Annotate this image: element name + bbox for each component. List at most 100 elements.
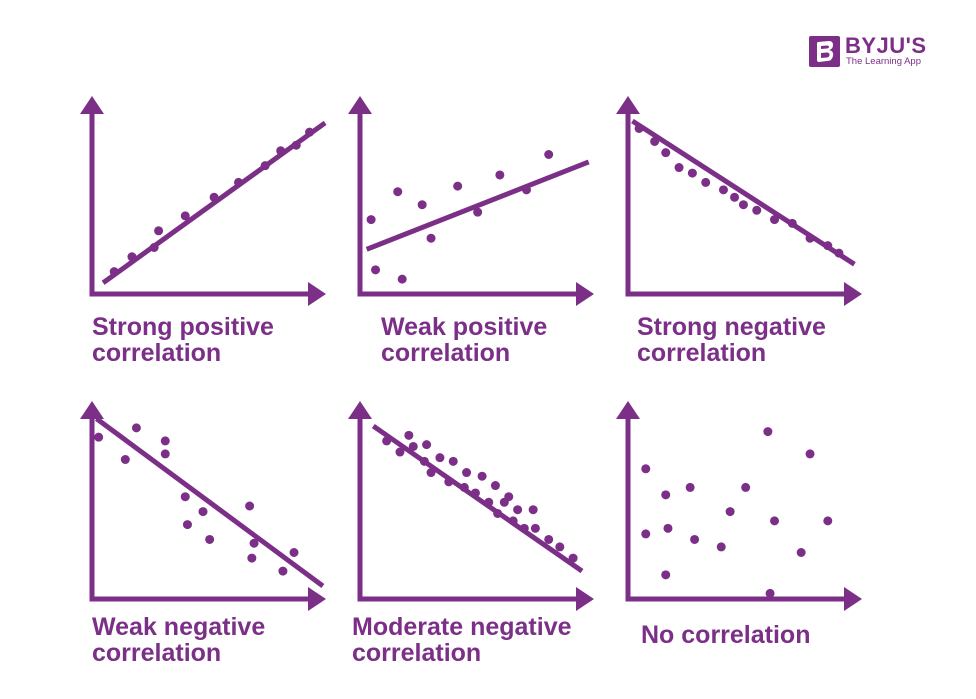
data-point [490, 481, 500, 491]
data-point [234, 177, 244, 187]
data-point [738, 200, 748, 210]
data-point [435, 453, 445, 463]
data-point [291, 140, 301, 150]
data-point [408, 441, 418, 451]
data-point [382, 436, 392, 446]
data-point [393, 187, 403, 197]
data-point [473, 207, 483, 217]
brand-name: BYJU'S [845, 33, 927, 58]
data-point [278, 566, 288, 576]
data-point [730, 192, 740, 202]
data-point [787, 218, 797, 228]
caption-line: No correlation [641, 621, 811, 649]
trend-line [101, 120, 327, 285]
data-point [462, 468, 472, 478]
data-point [805, 449, 815, 459]
data-point [131, 423, 141, 433]
data-point [716, 542, 726, 552]
data-point [180, 492, 190, 502]
caption-line: Weak positive [381, 313, 548, 341]
data-point [493, 508, 503, 518]
trend-line [371, 423, 584, 574]
caption-weak-positive: Weak positive correlation [381, 314, 547, 366]
brand-tagline: The Learning App [846, 56, 922, 67]
caption-line: correlation [381, 339, 511, 367]
data-point [444, 477, 454, 487]
data-point [422, 440, 432, 450]
data-point [426, 468, 436, 478]
x-axis-arrow-icon [844, 282, 862, 306]
data-point [366, 215, 376, 225]
data-point [661, 490, 671, 500]
data-point [209, 192, 219, 202]
data-point [823, 516, 833, 526]
scatter-panel-weak-negative [80, 401, 326, 611]
data-point [685, 482, 695, 492]
data-point [763, 427, 773, 437]
data-point [770, 215, 780, 225]
caption-line: Strong positive [92, 313, 274, 341]
data-point [555, 542, 565, 552]
data-point [245, 501, 255, 511]
caption-line: Moderate negative [352, 613, 572, 641]
data-point [247, 553, 257, 563]
data-point [395, 447, 405, 457]
data-point [690, 534, 700, 544]
data-point [544, 534, 554, 544]
data-point [544, 150, 554, 159]
data-point [305, 127, 315, 137]
data-point [94, 432, 104, 442]
data-point [741, 482, 751, 492]
caption-moderate-negative: Moderate negative correlation [352, 614, 572, 666]
data-point [528, 505, 538, 515]
data-point [404, 430, 414, 440]
data-point [484, 497, 494, 507]
data-point [149, 243, 159, 252]
trend-line [94, 416, 325, 588]
data-point [522, 185, 531, 195]
data-point [519, 523, 529, 533]
caption-strong-positive: Strong positive correlation [92, 314, 274, 366]
data-point [641, 464, 651, 474]
data-point [419, 456, 429, 466]
data-point [276, 146, 286, 156]
data-point [508, 516, 518, 526]
data-point [634, 123, 644, 133]
data-point [661, 148, 671, 158]
data-point [770, 516, 780, 526]
data-point [289, 548, 299, 557]
data-point [796, 548, 806, 557]
data-point [448, 456, 458, 466]
data-point [120, 455, 130, 464]
brand-b-icon [817, 41, 834, 62]
data-point [823, 241, 833, 251]
data-point [674, 163, 684, 173]
data-point [718, 185, 728, 195]
data-point [109, 267, 119, 277]
data-point [180, 211, 190, 221]
data-point [805, 233, 815, 243]
data-point [417, 200, 427, 210]
y-axis-arrow-icon [616, 401, 640, 419]
caption-line: Weak negative [92, 613, 266, 641]
caption-no-correlation: No correlation [641, 622, 810, 648]
scatter-panel-strong-negative [616, 96, 862, 306]
data-point [397, 274, 407, 284]
x-axis-arrow-icon [308, 587, 326, 611]
x-axis-arrow-icon [308, 282, 326, 306]
data-point [371, 265, 381, 275]
data-point [513, 505, 523, 515]
data-point [453, 181, 463, 191]
scatter-panel-none [616, 401, 862, 611]
data-point [568, 553, 578, 563]
y-axis-arrow-icon [348, 401, 372, 419]
data-point [459, 482, 469, 492]
data-point [205, 534, 215, 544]
data-point [198, 507, 208, 517]
y-axis-arrow-icon [80, 401, 104, 419]
trend-line [365, 159, 590, 252]
data-point [249, 538, 259, 548]
data-point [701, 177, 711, 187]
data-point [160, 449, 170, 459]
